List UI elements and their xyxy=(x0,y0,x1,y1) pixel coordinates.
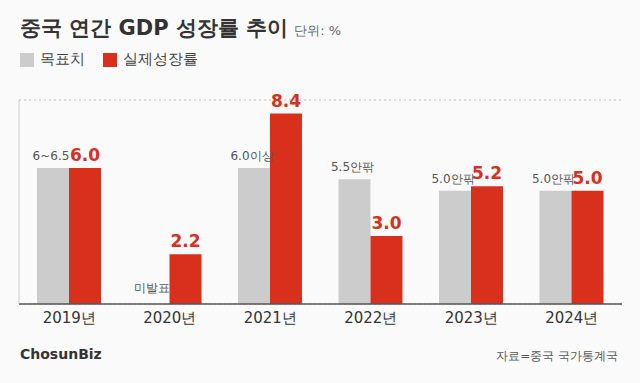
svg-text:2.2: 2.2 xyxy=(170,231,200,251)
svg-text:5.5안팎: 5.5안팎 xyxy=(331,160,374,174)
svg-text:2020년: 2020년 xyxy=(143,309,196,327)
svg-text:미발표: 미발표 xyxy=(134,281,170,295)
svg-text:5.0안팎: 5.0안팎 xyxy=(532,172,575,186)
svg-text:2022년: 2022년 xyxy=(344,309,397,327)
svg-text:8.4: 8.4 xyxy=(271,91,301,111)
svg-text:6.0이상: 6.0이상 xyxy=(230,149,273,163)
html-text:ChosunBiz: ChosunBiz xyxy=(20,346,102,362)
svg-text:2019년: 2019년 xyxy=(43,309,96,327)
html-text:자료=중국 국가통계국: 자료=중국 국가통계국 xyxy=(496,349,618,363)
svg-text:6.0: 6.0 xyxy=(70,145,100,165)
svg-text:5.0안팎: 5.0안팎 xyxy=(431,172,474,186)
html-text:목표치: 목표치 xyxy=(40,50,85,68)
svg-text:2023년: 2023년 xyxy=(445,309,498,327)
svg-text:5.2: 5.2 xyxy=(472,163,502,183)
svg-text:3.0: 3.0 xyxy=(371,213,401,233)
svg-text:5.0: 5.0 xyxy=(572,168,602,188)
html-text:실제성장률: 실제성장률 xyxy=(123,50,198,68)
svg-text:2021년: 2021년 xyxy=(244,309,297,327)
html-text:중국 연간 GDP 성장률 추이 단위: %: 중국 연간 GDP 성장률 추이 단위: % xyxy=(20,16,342,40)
svg-text:2024년: 2024년 xyxy=(545,309,598,327)
svg-text:6~6.5: 6~6.5 xyxy=(33,149,70,163)
